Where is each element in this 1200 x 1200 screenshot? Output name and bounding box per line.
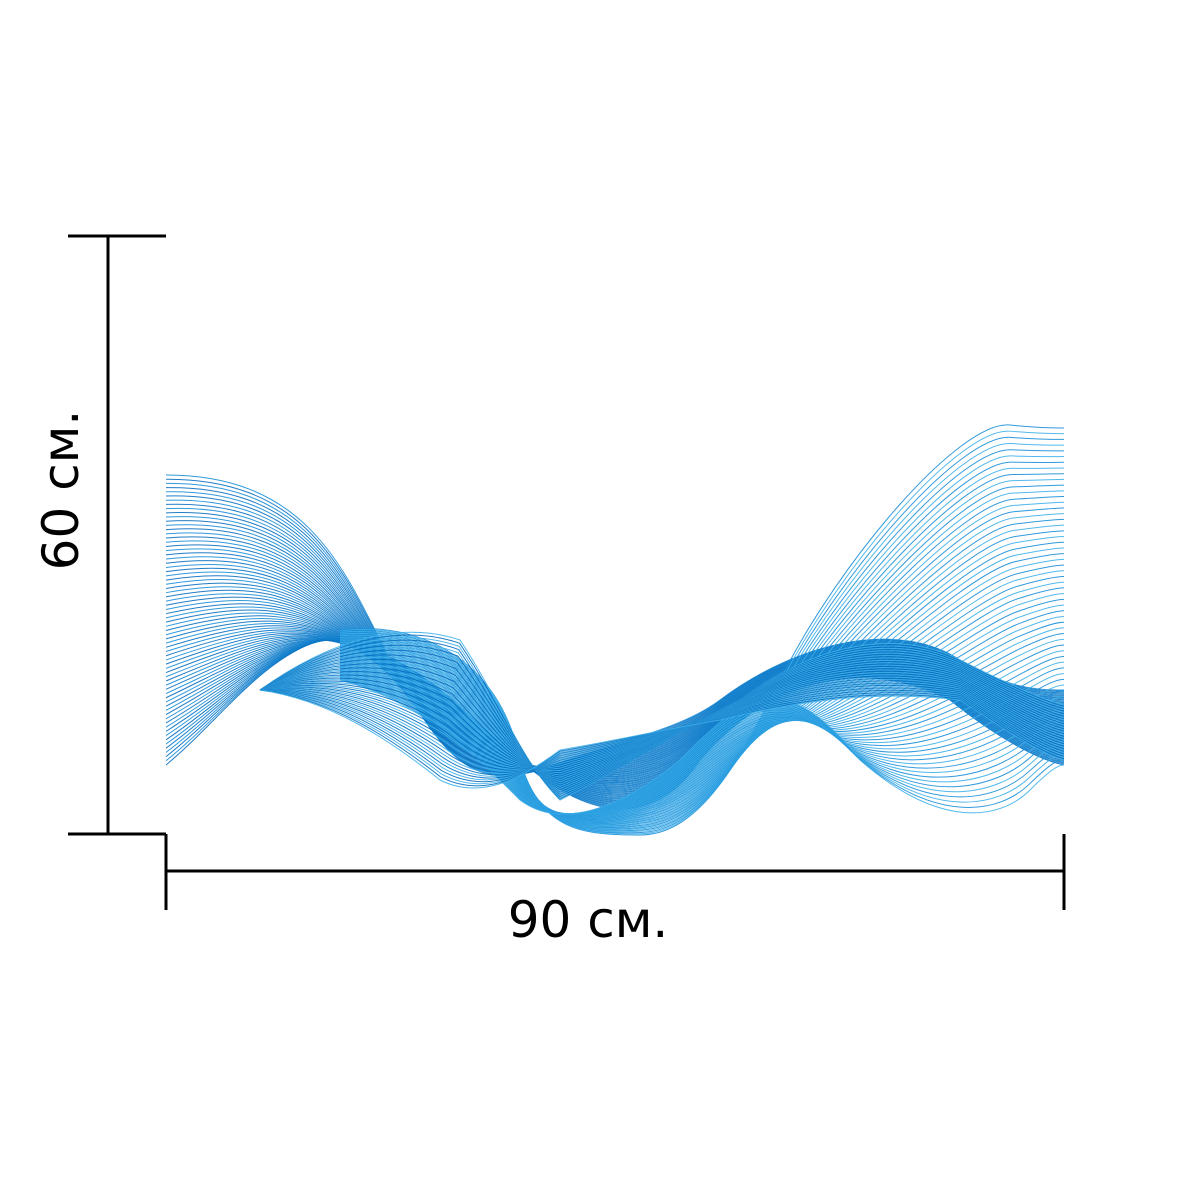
width-label: 90 см. (508, 891, 669, 949)
wave-ribbon-center (259, 631, 1065, 801)
height-label: 60 см. (32, 410, 90, 571)
blue-line-wave-artwork (165, 424, 1065, 836)
height-dimension: 60 см. (32, 234, 166, 836)
wave-ribbon-right (339, 424, 1065, 836)
width-dimension: 90 см. (164, 834, 1066, 949)
